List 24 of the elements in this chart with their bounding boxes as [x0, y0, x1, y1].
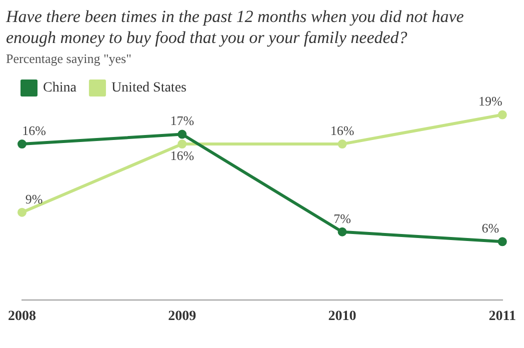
chart-title: Have there been times in the past 12 months when you did not have enough money to buy food that you or your family needed?	[6, 6, 465, 48]
data-label: 16%	[330, 122, 354, 138]
data-label: 9%	[25, 191, 43, 206]
data-label: 7%	[334, 210, 352, 226]
point	[498, 237, 507, 246]
data-label: 16%	[170, 148, 194, 163]
data-label: 19%	[478, 94, 502, 109]
data-label: 16%	[22, 122, 46, 138]
point	[338, 227, 347, 236]
point	[178, 130, 187, 139]
legend-label: United States	[111, 80, 186, 96]
chart-subtitle: Percentage saying "yes"	[6, 51, 132, 67]
data-label: 17%	[170, 113, 194, 128]
point	[18, 140, 26, 149]
x-tick-label: 2008	[8, 309, 36, 324]
point	[498, 110, 507, 120]
point	[178, 140, 187, 149]
point	[338, 140, 347, 149]
data-label: 6%	[482, 220, 500, 236]
x-tick-label: 2009	[168, 309, 196, 324]
point	[18, 208, 26, 217]
x-tick-label: 2011	[488, 309, 516, 324]
legend-label: China	[43, 80, 78, 96]
x-tick-label: 2010	[328, 309, 356, 324]
